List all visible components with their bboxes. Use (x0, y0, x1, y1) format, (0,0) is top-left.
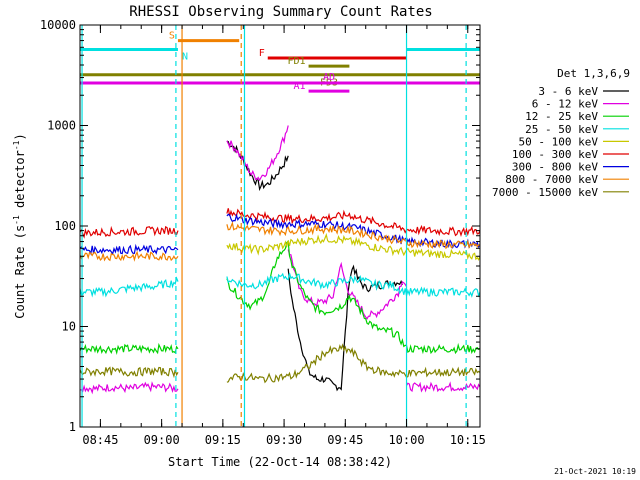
series-line (226, 125, 289, 182)
series-line (226, 343, 481, 384)
chart-title: RHESSI Observing Summary Count Rates (129, 4, 432, 20)
legend-label-25-50-kev: 25 - 50 keV (525, 123, 598, 136)
series-7000-15000-kev (79, 343, 481, 384)
x-tick-label: 10:00 (388, 433, 424, 447)
x-tick-label: 08:45 (82, 433, 118, 447)
series-line (226, 232, 481, 261)
x-axis: 08:45 09:00 09:15 09:30 09:45 10:00 10:15 (79, 25, 486, 447)
series-line (79, 276, 179, 298)
series-line (79, 243, 179, 256)
series-line (79, 366, 179, 379)
x-axis-label: Start Time (22-Oct-14 08:38:42) (168, 455, 392, 469)
legend-label-3-6-kev: 3 - 6 keV (538, 85, 598, 98)
legend-label-100-300-kev: 100 - 300 keV (512, 148, 598, 161)
y-tick-label: 100 (54, 219, 76, 233)
series-line (79, 225, 179, 239)
legend-label-300-800-kev: 300 - 800 keV (512, 161, 598, 174)
series-line (226, 140, 289, 192)
series-6-12-kev (80, 125, 481, 395)
x-tick-label: 09:45 (327, 433, 363, 447)
series-line (79, 250, 179, 262)
series-line (226, 213, 481, 250)
series-line (226, 221, 481, 250)
series-100-300-kev (79, 208, 481, 239)
y-tick-label: 10000 (40, 18, 76, 32)
series-12-25-kev (79, 239, 481, 356)
state-bar-label: S (169, 31, 175, 42)
legend-label-50-100-kev: 50 - 100 keV (519, 135, 599, 148)
series-line (405, 381, 481, 393)
series-line (80, 381, 179, 395)
y-axis-label: Count Rate (s-1 detector-1) (12, 133, 27, 318)
legend-label-6-12-kev: 6 - 12 keV (532, 98, 599, 111)
series-300-800-kev (79, 213, 481, 256)
y-tick-label: 10 (62, 320, 76, 334)
series-25-50-kev (79, 272, 481, 298)
series-line (287, 249, 408, 320)
state-bar-label: N (182, 52, 188, 63)
series-50-100-kev (226, 232, 481, 261)
series-line (226, 272, 481, 298)
series-line (226, 208, 481, 238)
legend-header: Det 1,3,6,9 (557, 67, 630, 80)
x-tick-label: 09:30 (266, 433, 302, 447)
legend-label-7000-15000-kev: 7000 - 15000 keV (492, 186, 598, 199)
x-tick-label: 09:15 (205, 433, 241, 447)
timestamp: 21-Oct-2021 10:19 (554, 467, 636, 476)
series-layer (79, 125, 481, 395)
series-line (79, 342, 179, 356)
state-bar-label: FD1 (288, 56, 306, 67)
state-bar-label: F (259, 48, 265, 59)
legend-label-800-7000-kev: 800 - 7000 keV (505, 173, 598, 186)
y-tick-label: 1 (69, 420, 76, 434)
vertical-lines-layer (81, 25, 467, 427)
y-axis: 1 10 100 1000 10000 (40, 18, 480, 434)
y-tick-label: 1000 (47, 119, 76, 133)
legend-label-12-25-kev: 12 - 25 keV (525, 110, 598, 123)
series-line (226, 239, 481, 355)
series-3-6-kev (226, 140, 403, 392)
series-800-7000-kev (79, 221, 481, 262)
state-bars-layer: SNFFD1FD3ADA1 (80, 31, 480, 93)
state-bar-label: AD (323, 72, 335, 83)
state-bar-label: A1 (294, 81, 306, 92)
x-tick-label: 09:00 (144, 433, 180, 447)
x-tick-label: 10:15 (450, 433, 486, 447)
